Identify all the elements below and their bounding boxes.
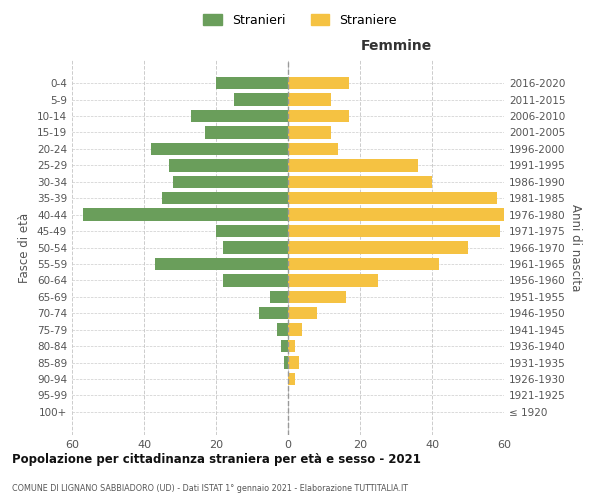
Bar: [191, 110, 288, 122]
Bar: [288, 340, 295, 352]
Y-axis label: Fasce di età: Fasce di età: [19, 212, 31, 282]
Bar: [288, 258, 439, 270]
Bar: [234, 94, 288, 106]
Bar: [281, 340, 288, 352]
Bar: [284, 356, 288, 368]
Bar: [205, 126, 288, 138]
Bar: [155, 258, 288, 270]
Bar: [173, 176, 288, 188]
Bar: [288, 290, 346, 303]
Bar: [288, 110, 349, 122]
Bar: [151, 143, 288, 155]
Y-axis label: Anni di nascita: Anni di nascita: [569, 204, 582, 291]
Text: COMUNE DI LIGNANO SABBIADORO (UD) - Dati ISTAT 1° gennaio 2021 - Elaborazione TU: COMUNE DI LIGNANO SABBIADORO (UD) - Dati…: [12, 484, 408, 493]
Bar: [288, 143, 338, 155]
Bar: [288, 94, 331, 106]
Bar: [277, 324, 288, 336]
Bar: [216, 77, 288, 90]
Bar: [288, 373, 295, 385]
Bar: [288, 192, 497, 204]
Bar: [169, 159, 288, 172]
Bar: [83, 208, 288, 221]
Bar: [259, 307, 288, 320]
Bar: [223, 274, 288, 286]
Bar: [162, 192, 288, 204]
Bar: [288, 159, 418, 172]
Bar: [216, 225, 288, 237]
Text: Popolazione per cittadinanza straniera per età e sesso - 2021: Popolazione per cittadinanza straniera p…: [12, 452, 421, 466]
Bar: [288, 307, 317, 320]
Bar: [288, 242, 468, 254]
Bar: [288, 77, 349, 90]
Bar: [223, 242, 288, 254]
Bar: [288, 126, 331, 138]
Bar: [288, 176, 432, 188]
Bar: [288, 356, 299, 368]
Bar: [288, 208, 504, 221]
Legend: Stranieri, Straniere: Stranieri, Straniere: [198, 8, 402, 32]
Bar: [288, 225, 500, 237]
Text: Femmine: Femmine: [361, 38, 431, 52]
Bar: [270, 290, 288, 303]
Bar: [288, 274, 378, 286]
Bar: [288, 324, 302, 336]
